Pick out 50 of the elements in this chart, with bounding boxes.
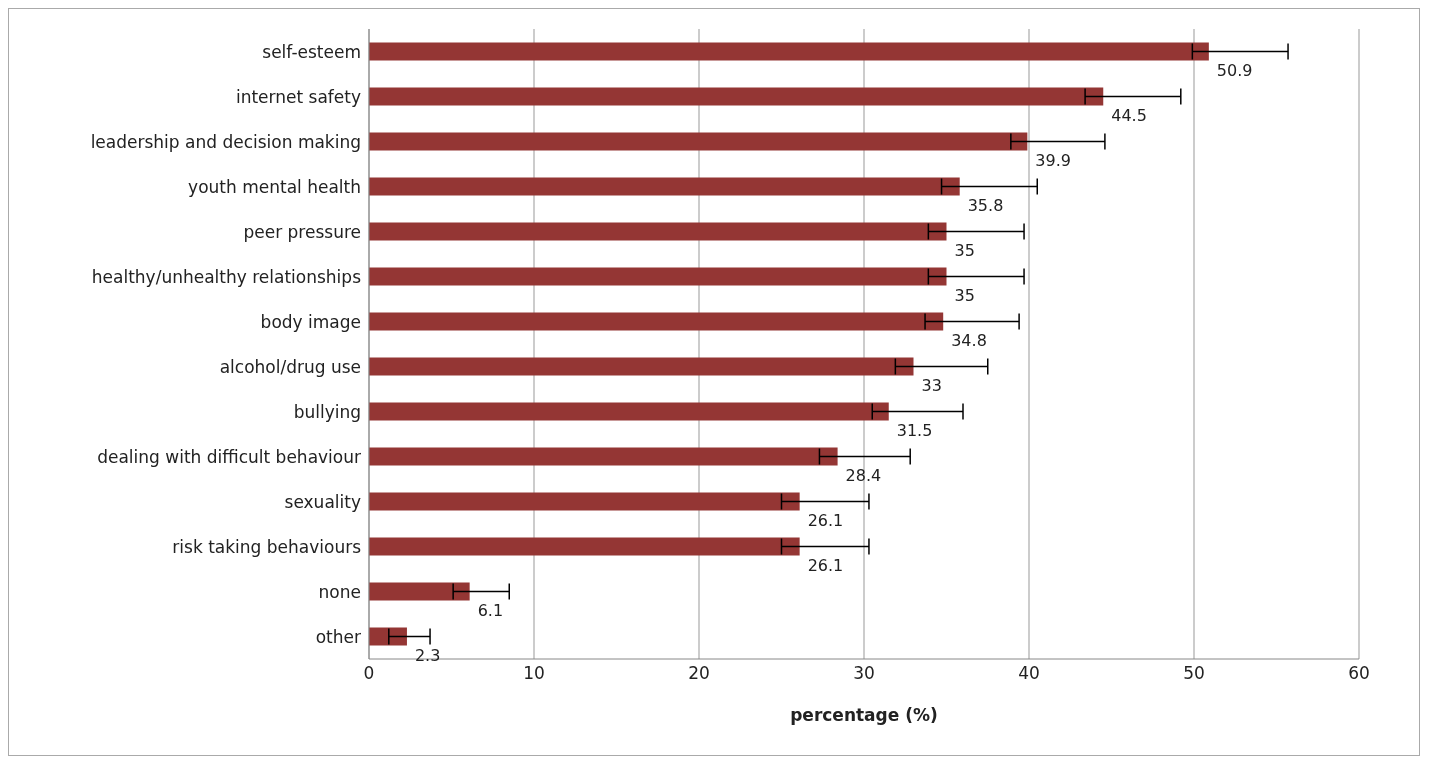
y-tick-label: healthy/unhealthy relationships xyxy=(91,266,362,287)
y-tick-label: sexuality xyxy=(284,491,361,512)
bar xyxy=(369,222,947,241)
x-axis-title: percentage (%) xyxy=(790,705,938,725)
y-tick-label: none xyxy=(318,581,361,602)
bar xyxy=(369,357,914,376)
x-tick-label: 20 xyxy=(688,663,710,684)
data-label: 34.8 xyxy=(951,330,987,350)
bar xyxy=(369,537,800,556)
bar xyxy=(369,402,889,421)
bar xyxy=(369,87,1104,106)
x-tick-label: 30 xyxy=(853,663,875,684)
y-tick-label: youth mental health xyxy=(188,176,361,197)
data-label: 39.9 xyxy=(1035,150,1071,170)
data-label: 28.4 xyxy=(845,465,882,485)
bar xyxy=(369,492,800,511)
y-tick-label: dealing with difficult behaviour xyxy=(97,446,362,467)
y-tick-label: bullying xyxy=(293,401,361,422)
data-label: 26.1 xyxy=(807,555,844,575)
y-tick-label: other xyxy=(315,626,361,647)
x-tick-label: 50 xyxy=(1183,663,1205,684)
bar xyxy=(369,177,960,196)
y-tick-label: leadership and decision making xyxy=(90,131,361,152)
data-label: 6.1 xyxy=(477,600,504,620)
data-label: 26.1 xyxy=(807,510,844,530)
data-label: 50.9 xyxy=(1216,60,1253,80)
x-tick-label: 0 xyxy=(363,663,375,684)
x-tick-label: 40 xyxy=(1018,663,1040,684)
bar xyxy=(369,447,838,466)
y-tick-label: body image xyxy=(260,311,361,332)
data-label: 33 xyxy=(921,375,942,395)
data-label: 31.5 xyxy=(896,420,933,440)
x-tick-label: 10 xyxy=(523,663,545,684)
data-label: 2.3 xyxy=(414,645,441,665)
y-tick-label: self-esteem xyxy=(262,41,361,62)
data-label: 44.5 xyxy=(1111,105,1147,125)
data-label: 35.8 xyxy=(967,195,1004,215)
bar xyxy=(369,627,407,646)
y-tick-label: peer pressure xyxy=(243,221,361,242)
y-tick-label: internet safety xyxy=(235,86,361,107)
data-label: 35 xyxy=(954,240,975,260)
bar xyxy=(369,132,1028,151)
bar xyxy=(369,42,1209,61)
bar xyxy=(369,267,947,286)
data-label: 35 xyxy=(954,285,975,305)
bar xyxy=(369,582,470,601)
y-tick-label: risk taking behaviours xyxy=(172,536,362,557)
y-tick-label: alcohol/drug use xyxy=(219,356,361,377)
x-tick-label: 60 xyxy=(1348,663,1370,684)
bar xyxy=(369,312,944,331)
